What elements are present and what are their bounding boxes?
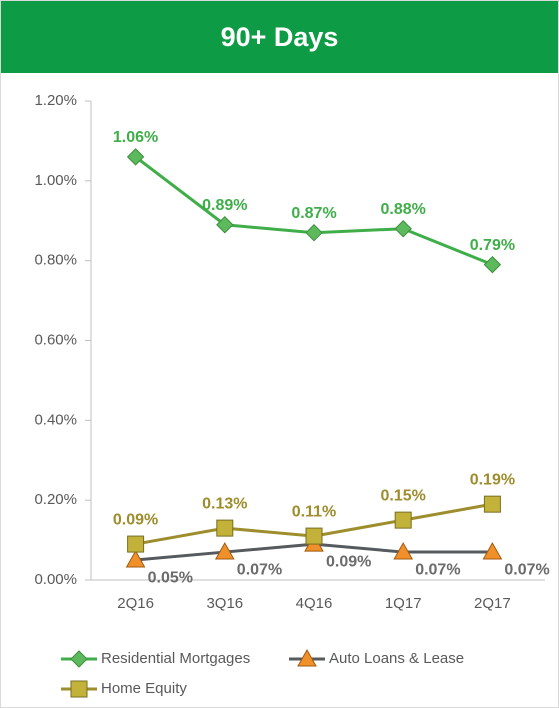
legend-label: Home Equity (101, 680, 187, 697)
y-tick-label: 0.80% (34, 252, 77, 269)
data-label: 0.07% (504, 561, 549, 578)
data-label: 0.88% (381, 201, 426, 218)
data-point (126, 148, 145, 166)
data-label: 1.06% (113, 129, 158, 146)
data-label: 0.05% (148, 569, 193, 586)
data-point (483, 255, 502, 274)
x-tick-label: 2Q17 (474, 595, 511, 612)
x-tick-label: 4Q16 (296, 595, 333, 612)
data-label: 0.89% (202, 197, 247, 214)
y-tick-label: 1.00% (34, 172, 77, 189)
data-label: 0.09% (113, 511, 158, 528)
y-tick-label: 0.40% (34, 411, 77, 428)
data-label: 0.07% (415, 561, 460, 578)
data-point (125, 550, 146, 568)
legend-label: Residential Mortgages (101, 650, 250, 667)
data-point (216, 216, 234, 234)
data-point (393, 542, 414, 560)
data-label: 0.09% (326, 553, 371, 570)
data-point (216, 519, 234, 537)
data-point (127, 535, 145, 553)
legend-marker (297, 648, 317, 667)
data-point (305, 527, 323, 545)
y-tick-label: 0.60% (34, 331, 77, 348)
y-tick-label: 0.00% (34, 571, 77, 588)
y-tick-label: 0.20% (34, 491, 77, 508)
data-label: 0.79% (470, 237, 515, 254)
x-tick-label: 3Q16 (206, 595, 243, 612)
data-point (394, 511, 412, 529)
data-label: 0.15% (381, 487, 426, 504)
data-label: 0.87% (291, 205, 336, 222)
data-label: 0.13% (202, 495, 247, 512)
data-point (482, 542, 503, 560)
y-tick-label: 1.20% (34, 92, 77, 109)
data-label: 0.11% (292, 503, 336, 520)
x-tick-label: 1Q17 (385, 595, 422, 612)
legend-label: Auto Loans & Lease (329, 650, 464, 667)
data-label: 0.19% (470, 471, 515, 488)
x-tick-label: 2Q16 (117, 595, 154, 612)
legend-marker (70, 650, 88, 668)
data-point (214, 542, 235, 560)
data-label: 0.07% (237, 561, 282, 578)
data-point (394, 220, 412, 238)
legend-marker (70, 680, 88, 698)
chart-title: 90+ Days (1, 1, 558, 73)
data-point (483, 495, 501, 513)
data-point (305, 224, 323, 242)
